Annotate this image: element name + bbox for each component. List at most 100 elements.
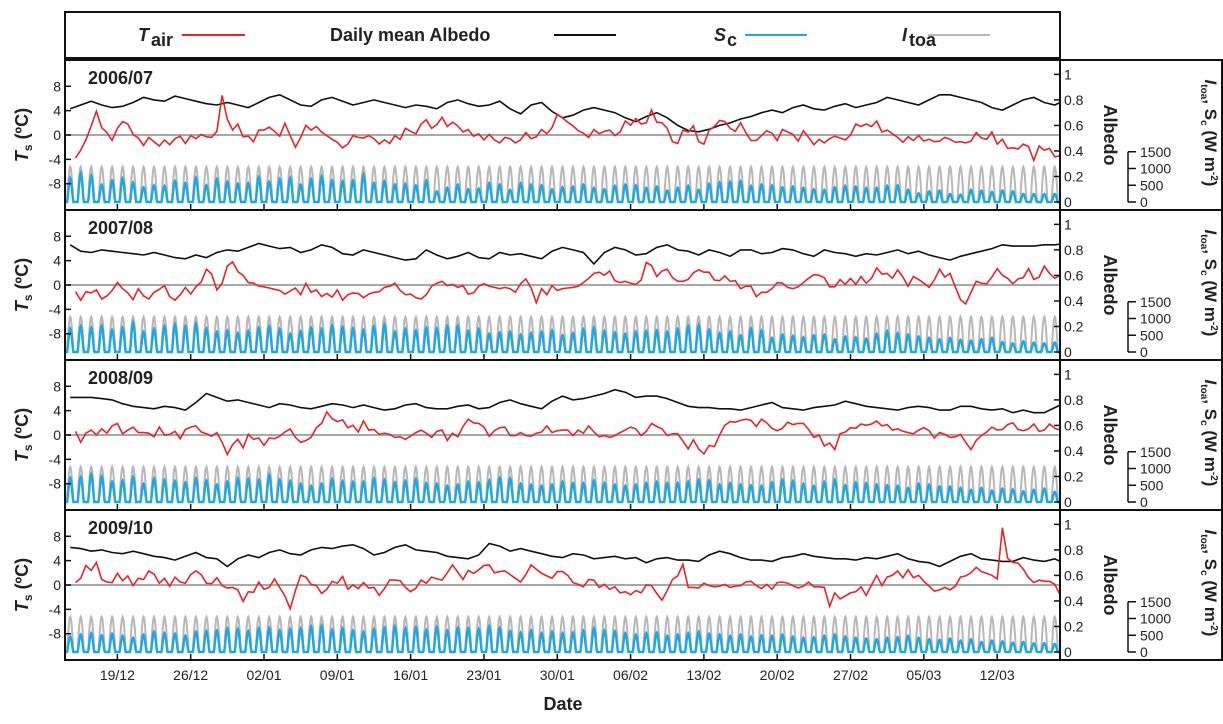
y-radiation-tick-label: 500 xyxy=(1140,477,1164,493)
y-albedo-tick-label: 0.8 xyxy=(1064,392,1084,408)
y-albedo-tick-label: 0 xyxy=(1064,344,1072,360)
legend-entry-tair: T air xyxy=(138,25,245,50)
y-left-tick-label: 4 xyxy=(53,403,61,419)
y-radiation-title-part: (W m xyxy=(1201,576,1220,622)
legend-label-albedo: Daily mean Albedo xyxy=(330,25,490,45)
panel-title: 2006/07 xyxy=(88,68,153,88)
panel-3: 2008/09 8 4 0 -4 -8 Ts (ºC) 0 0.2 0.4 0.6 0.8 1 Albed… xyxy=(12,359,1223,511)
panels: 2006/07 8 4 0 -4 -8 Ts (ºC) 0 0.2 0.4 0.6 0.8 1 Albed… xyxy=(12,59,1223,661)
y-left-tick-label: 0 xyxy=(53,577,61,593)
legend-label-itoa-sub: toa xyxy=(909,30,937,50)
series-tair-line xyxy=(74,260,1060,306)
panel-4: 2009/10 8 4 0 -4 -8 Ts (ºC) 0 0.2 0.4 0.6 0.8 1 Albed… xyxy=(12,509,1223,661)
x-tick-label: 09/01 xyxy=(320,667,355,683)
y-radiation-title-part: toa xyxy=(1198,84,1209,99)
y-albedo-title: Albedo xyxy=(1100,105,1120,166)
x-tick-label: 23/01 xyxy=(466,667,501,683)
legend-frame xyxy=(64,11,1061,59)
y-albedo-tick-label: 0 xyxy=(1064,194,1072,210)
legend-entry-albedo: Daily mean Albedo xyxy=(330,25,616,45)
y-albedo-tick-label: 0.2 xyxy=(1064,168,1084,184)
x-tick-label: 06/02 xyxy=(613,667,648,683)
y-radiation-title-part: -2 xyxy=(1208,322,1219,331)
y-radiation-title: Itoa, Sc (W m-2) xyxy=(1198,230,1220,337)
y-radiation-tick-label: 500 xyxy=(1140,327,1164,343)
y-albedo-title: Albedo xyxy=(1100,555,1120,616)
x-axis-title: Date xyxy=(543,694,582,714)
y-left-tick-label: -4 xyxy=(49,151,62,167)
y-left-title: Ts (ºC) xyxy=(12,108,35,162)
y-albedo-tick-label: 0.6 xyxy=(1064,567,1084,583)
y-albedo-tick-label: 0.4 xyxy=(1064,143,1084,159)
y-left-title: Ts (ºC) xyxy=(12,408,35,462)
y-left-title-unit: (ºC) xyxy=(12,558,32,595)
y-radiation-title-part: toa xyxy=(1198,234,1209,249)
y-radiation-title-part: c xyxy=(1198,270,1209,276)
legend-label-sc-sub: c xyxy=(727,30,737,50)
y-left-tick-label: 0 xyxy=(53,277,61,293)
y-left-title-sub: s xyxy=(21,294,35,301)
y-left-tick-label: 8 xyxy=(53,78,61,94)
y-radiation-tick-label: 500 xyxy=(1140,627,1164,643)
y-left-title-main: T xyxy=(12,299,32,312)
y-radiation-title-part: I xyxy=(1201,80,1220,86)
y-radiation-title-part: -2 xyxy=(1208,172,1219,181)
y-left-tick-label: -8 xyxy=(49,326,62,342)
y-radiation-tick-label: 1500 xyxy=(1140,294,1171,310)
y-albedo-title: Albedo xyxy=(1100,255,1120,316)
x-tick-label: 26/12 xyxy=(173,667,208,683)
y-radiation-title-part: ) xyxy=(1201,631,1220,637)
legend-entry-itoa: I toa xyxy=(902,25,990,50)
panel-1: 2006/07 8 4 0 -4 -8 Ts (ºC) 0 0.2 0.4 0.6 0.8 1 Albed… xyxy=(12,59,1223,211)
y-radiation-title-part: ) xyxy=(1201,331,1220,337)
y-left-tick-label: 4 xyxy=(53,253,61,269)
x-tick-label: 16/01 xyxy=(393,667,428,683)
y-albedo-tick-label: 0.6 xyxy=(1064,267,1084,283)
x-tick-label: 27/02 xyxy=(833,667,868,683)
legend: T air Daily mean Albedo S c I toa xyxy=(64,11,1061,59)
panel-plot-area xyxy=(65,527,1060,654)
y-radiation-title-part: (W m xyxy=(1201,126,1220,172)
y-radiation-tick-label: 1500 xyxy=(1140,594,1171,610)
legend-label-itoa: I xyxy=(902,25,908,45)
y-radiation-tick-label: 0 xyxy=(1140,494,1148,510)
y-left-tick-label: 0 xyxy=(53,427,61,443)
y-left-tick-label: 4 xyxy=(53,553,61,569)
y-left-title-main: T xyxy=(12,449,32,462)
y-albedo-tick-label: 0.6 xyxy=(1064,417,1084,433)
panel-plot-area xyxy=(65,242,1060,354)
x-tick-label: 12/03 xyxy=(980,667,1015,683)
panel-plot-area xyxy=(65,388,1060,504)
y-left-tick-label: 0 xyxy=(53,127,61,143)
y-radiation-title-part: I xyxy=(1201,230,1220,236)
y-albedo-tick-label: 1 xyxy=(1064,366,1072,382)
series-albedo-line xyxy=(69,93,1060,133)
y-radiation-title-part: -2 xyxy=(1208,472,1219,481)
panel-2: 2007/08 8 4 0 -4 -8 Ts (ºC) 0 0.2 0.4 0.6 0.8 1 Albed… xyxy=(12,209,1223,361)
y-albedo-tick-label: 0.2 xyxy=(1064,468,1084,484)
y-radiation-tick-label: 1000 xyxy=(1140,611,1171,627)
x-tick-label: 30/01 xyxy=(540,667,575,683)
panel-title: 2007/08 xyxy=(88,218,153,238)
panel-right-frame xyxy=(1059,509,1223,661)
legend-entry-sc: S c xyxy=(714,25,807,50)
y-radiation-title-part: I xyxy=(1201,380,1220,386)
y-radiation-title-part: toa xyxy=(1198,534,1209,549)
series-sc-line xyxy=(65,318,1060,354)
y-albedo-tick-label: 0.2 xyxy=(1064,618,1084,634)
series-tair-line xyxy=(74,95,1060,163)
y-left-title: Ts (ºC) xyxy=(12,258,35,312)
y-albedo-tick-label: 1 xyxy=(1064,516,1072,532)
y-radiation-tick-label: 1500 xyxy=(1140,444,1171,460)
y-left-tick-label: 8 xyxy=(53,528,61,544)
series-tair-line xyxy=(74,410,1060,457)
panel-title: 2008/09 xyxy=(88,368,153,388)
y-left-tick-label: -8 xyxy=(49,176,62,192)
x-tick-label: 13/02 xyxy=(686,667,721,683)
y-radiation-title-part: I xyxy=(1201,530,1220,536)
series-albedo-line xyxy=(69,242,1060,266)
y-albedo-title: Albedo xyxy=(1100,405,1120,466)
y-left-tick-label: 4 xyxy=(53,103,61,119)
x-tick-label: 19/12 xyxy=(100,667,135,683)
